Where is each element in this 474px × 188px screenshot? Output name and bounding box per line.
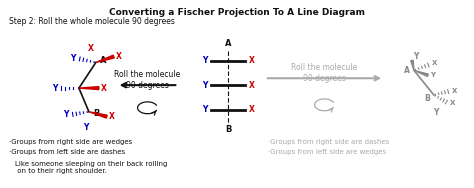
Text: Roll the molecule
90 degrees: Roll the molecule 90 degrees <box>114 70 181 90</box>
Text: Y: Y <box>83 123 89 132</box>
Text: Roll the molecule
90 degrees: Roll the molecule 90 degrees <box>292 64 357 83</box>
Text: ·Groups from right side are dashes: ·Groups from right side are dashes <box>268 139 389 145</box>
Text: B: B <box>93 109 99 118</box>
Text: A: A <box>100 56 106 65</box>
Polygon shape <box>79 87 99 89</box>
Text: ·Groups from left side are wedges: ·Groups from left side are wedges <box>268 149 386 155</box>
Text: Y: Y <box>52 84 57 92</box>
Text: X: X <box>249 105 255 114</box>
Text: A: A <box>225 39 231 48</box>
Text: X: X <box>116 52 122 61</box>
Polygon shape <box>411 60 414 70</box>
Text: X: X <box>88 44 94 53</box>
Text: Y: Y <box>413 52 419 61</box>
Text: Y: Y <box>202 81 207 90</box>
Text: Converting a Fischer Projection To A Line Diagram: Converting a Fischer Projection To A Lin… <box>109 8 365 17</box>
Text: Like someone sleeping on their back rolling
 on to their right shoulder.: Like someone sleeping on their back roll… <box>15 161 168 174</box>
Text: X: X <box>101 84 107 92</box>
Text: X: X <box>452 88 457 94</box>
Text: X: X <box>109 112 115 121</box>
Text: Y: Y <box>430 72 435 78</box>
Text: B: B <box>424 94 430 103</box>
Text: ·Groups from right side are wedges: ·Groups from right side are wedges <box>9 139 133 145</box>
Text: Step 2: Roll the whole molecule 90 degrees: Step 2: Roll the whole molecule 90 degre… <box>9 17 175 26</box>
Text: Y: Y <box>433 108 438 117</box>
Text: A: A <box>404 66 410 75</box>
Text: Y: Y <box>202 56 207 65</box>
Text: X: X <box>249 56 255 65</box>
Text: X: X <box>450 100 455 106</box>
Text: B: B <box>225 125 231 134</box>
Polygon shape <box>89 112 107 118</box>
Text: Y: Y <box>71 54 76 63</box>
Polygon shape <box>414 70 428 77</box>
Text: X: X <box>249 81 255 90</box>
Text: Y: Y <box>202 105 207 114</box>
Text: X: X <box>432 61 437 67</box>
Text: Y: Y <box>64 110 69 119</box>
Text: ·Groups from left side are dashes: ·Groups from left side are dashes <box>9 149 126 155</box>
Polygon shape <box>96 55 114 62</box>
